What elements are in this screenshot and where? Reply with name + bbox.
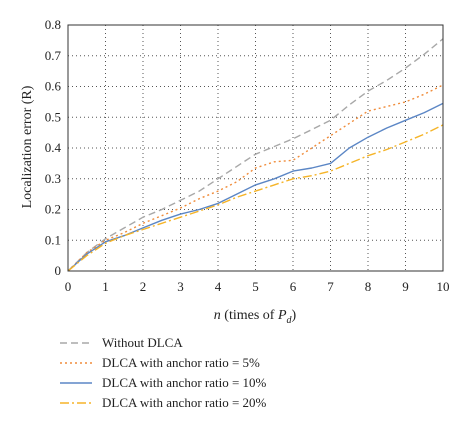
x-tick-label: 8: [365, 279, 372, 294]
series-line-1: [67, 38, 444, 272]
y-tick-label: 0.6: [45, 79, 62, 94]
x-axis-label: n (times of Pd): [214, 308, 297, 326]
x-tick-label: 7: [327, 279, 334, 294]
series-lines: [67, 38, 444, 272]
x-tick-label: 2: [140, 279, 147, 294]
x-axis-close: ): [292, 308, 297, 323]
series-line-4: [67, 124, 444, 272]
x-tick-label: 1: [102, 279, 109, 294]
x-tick-label: 10: [437, 279, 450, 294]
x-tick-label: 6: [290, 279, 297, 294]
x-axis-subscript: d: [287, 315, 293, 326]
legend-entry-1: Without DLCA: [102, 335, 183, 350]
legend: Without DLCA DLCA with anchor ratio = 5% D…: [60, 335, 267, 410]
grid: [68, 25, 443, 271]
y-tick-label: 0.1: [45, 232, 61, 247]
x-tick-label: 5: [252, 279, 259, 294]
series-line-2: [67, 84, 444, 272]
x-tick-label: 0: [65, 279, 72, 294]
x-tick-label: 9: [402, 279, 409, 294]
legend-entry-4: DLCA with anchor ratio = 20%: [102, 395, 267, 410]
plot-frame: [67, 24, 444, 272]
y-tick-label: 0.8: [45, 17, 61, 32]
x-tick-label: 4: [215, 279, 222, 294]
x-axis-symbol: P: [277, 308, 287, 323]
y-axis-label: Localization error (R): [20, 85, 35, 208]
y-tick-label: 0.7: [45, 48, 62, 63]
legend-entry-2: DLCA with anchor ratio = 5%: [102, 355, 260, 370]
legend-entry-3: DLCA with anchor ratio = 10%: [102, 375, 267, 390]
y-tick-label: 0.2: [45, 202, 61, 217]
x-tick-label: 3: [177, 279, 184, 294]
y-tick-label: 0.4: [45, 140, 62, 155]
x-axis-variable: n: [214, 308, 221, 323]
x-axis-text: (times of: [221, 308, 278, 323]
y-tick-label: 0.5: [45, 109, 61, 124]
y-tick-label: 0.3: [45, 171, 61, 186]
y-tick-label: 0: [55, 263, 62, 278]
tick-labels: 0 1 2 3 4 5 6 7 8 9 10 0 0.1 0.2 0.3 0.4 0.5 0.6 0.7 0.8: [45, 17, 450, 294]
